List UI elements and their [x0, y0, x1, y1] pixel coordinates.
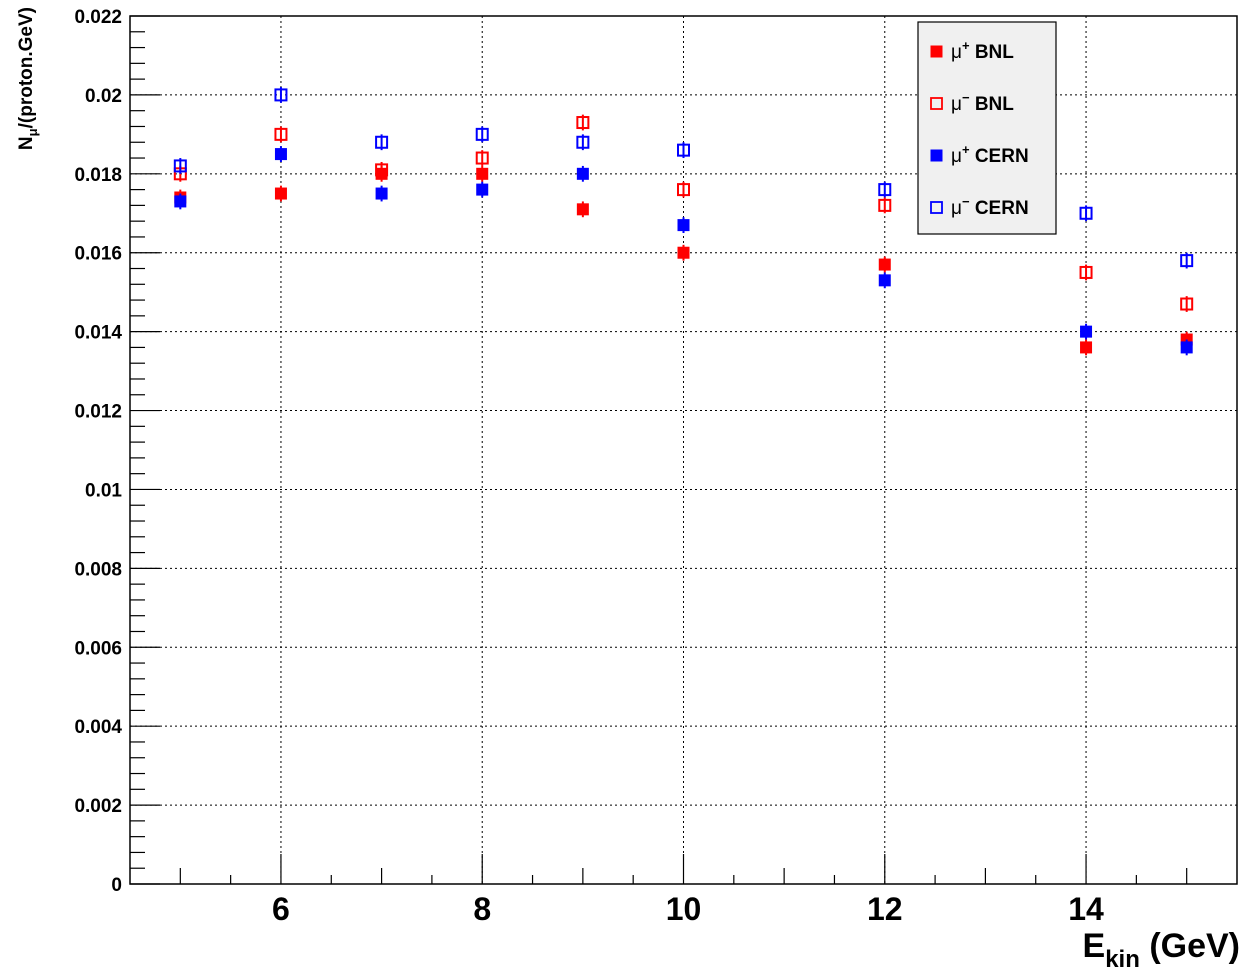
data-point — [677, 183, 690, 197]
legend-label: μ+ CERN — [951, 142, 1029, 167]
data-point — [1079, 206, 1093, 220]
legend-entry: μ− CERN — [930, 194, 1029, 219]
y-axis-label-sub: μ — [25, 128, 40, 136]
y-tick-label: 0.012 — [74, 402, 122, 423]
data-series — [174, 146, 1193, 356]
data-point — [476, 183, 489, 196]
data-point — [576, 203, 589, 216]
y-tick-label: 0 — [111, 875, 122, 896]
data-point — [576, 135, 590, 149]
data-point — [1180, 341, 1193, 354]
x-tick-label: 14 — [1068, 891, 1104, 927]
x-axis-label-suffix: (GeV) — [1140, 927, 1240, 965]
data-point — [1080, 325, 1093, 338]
legend-marker — [930, 97, 943, 110]
legend-marker — [930, 45, 943, 58]
y-tick-label: 0.006 — [74, 638, 122, 659]
x-axis-label: Ekin (GeV) — [1083, 927, 1241, 973]
data-point — [576, 116, 590, 130]
x-tick-label: 10 — [666, 891, 702, 927]
x-tick-label: 12 — [867, 891, 903, 927]
data-point — [476, 167, 489, 180]
legend-entry: μ+ BNL — [930, 38, 1014, 63]
data-point — [878, 183, 892, 197]
data-point — [878, 258, 891, 271]
y-tick-label: 0.02 — [85, 86, 122, 107]
y-axis-label-suffix: /(proton.GeV) — [16, 7, 37, 128]
data-point — [1079, 265, 1093, 279]
y-tick-label: 0.008 — [74, 559, 122, 580]
data-point — [1180, 297, 1194, 311]
legend-entry: μ− BNL — [930, 90, 1014, 115]
data-point — [274, 88, 288, 102]
data-point — [475, 127, 489, 141]
data-series — [173, 87, 1194, 269]
y-tick-label: 0.014 — [74, 323, 122, 344]
data-point — [878, 198, 892, 212]
x-tick-label: 6 — [272, 891, 290, 927]
y-tick-label: 0.018 — [74, 165, 122, 186]
x-tick-labels: 6 8 10 12 14 — [272, 891, 1104, 927]
y-tick-label: 0.01 — [85, 480, 122, 501]
x-axis-label-sub: kin — [1105, 946, 1140, 973]
y-axis-label-main: N — [16, 136, 37, 150]
data-point — [375, 163, 389, 177]
y-axis-label: Nμ/(proton.GeV) — [16, 7, 40, 150]
data-point — [375, 187, 388, 200]
legend-entry: μ+ CERN — [930, 142, 1029, 167]
data-point — [1180, 254, 1194, 268]
y-tick-labels: 0 0.002 0.004 0.006 0.008 0.01 0.012 0.014 0.016… — [74, 7, 122, 896]
data-series-layer — [173, 87, 1194, 356]
data-point — [174, 195, 187, 208]
legend-label: μ− BNL — [951, 90, 1014, 115]
x-tick-label: 8 — [473, 891, 491, 927]
data-point — [274, 127, 288, 141]
legend: μ+ BNL μ− BNL μ+ CERN μ− CERN — [917, 21, 1057, 235]
data-point — [475, 151, 489, 165]
y-tick-label: 0.016 — [74, 244, 122, 265]
data-point — [677, 143, 690, 157]
axis-ticks — [130, 15, 1188, 885]
data-point — [274, 148, 287, 161]
data-point — [173, 159, 187, 173]
y-tick-label: 0.022 — [74, 7, 122, 28]
legend-marker — [930, 149, 943, 162]
y-tick-label: 0.004 — [74, 717, 122, 738]
y-tick-label: 0.002 — [74, 796, 122, 817]
data-point — [375, 135, 389, 149]
data-point — [677, 219, 690, 232]
legend-entries: μ+ BNL μ− BNL μ+ CERN μ− CERN — [930, 38, 1029, 219]
data-point — [677, 246, 690, 259]
x-axis-label-main: E — [1083, 927, 1106, 965]
legend-label: μ− CERN — [951, 194, 1029, 219]
legend-marker — [930, 201, 943, 214]
data-point — [274, 187, 287, 200]
data-point — [1080, 341, 1093, 354]
data-point — [576, 167, 589, 180]
data-point — [878, 274, 891, 287]
legend-label: μ+ BNL — [951, 38, 1014, 63]
